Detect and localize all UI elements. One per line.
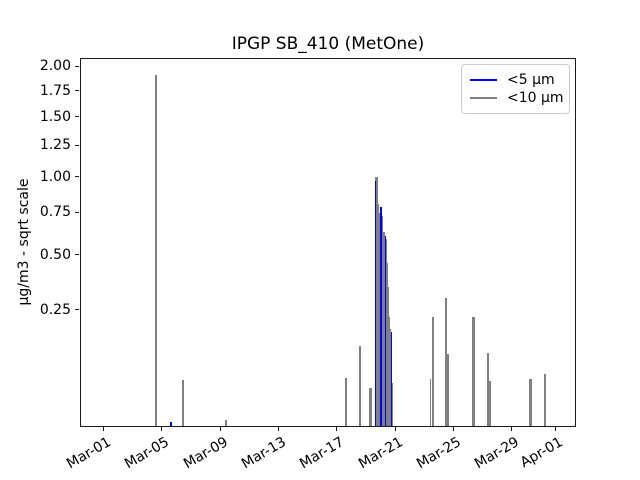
x-axis-tick — [555, 427, 557, 431]
data-spike-under-10um — [388, 329, 391, 426]
y-tick-label: 1.50 — [39, 108, 71, 125]
y-tick-label: 1.75 — [39, 82, 71, 99]
y-axis-tick — [75, 65, 79, 67]
legend-item-under-5um: <5 µm — [470, 71, 561, 89]
data-spike-under-10um — [181, 379, 184, 426]
x-axis-tick — [511, 427, 513, 431]
x-axis-tick — [102, 427, 104, 431]
x-axis-tick — [452, 427, 454, 431]
legend-line-gray-icon — [470, 97, 497, 99]
chart-title: IPGP SB_410 (MetOne) — [231, 34, 425, 54]
legend-label-under-5um: <5 µm — [507, 72, 555, 88]
data-spike-under-10um — [529, 379, 532, 426]
y-axis-tick — [75, 144, 79, 146]
data-spike-under-10um — [387, 317, 390, 426]
plot-area — [80, 58, 576, 427]
x-tick-label: Apr-01 — [518, 434, 567, 472]
y-axis-tick — [75, 116, 79, 118]
legend-item-under-10um: <10 µm — [470, 89, 564, 107]
x-axis-tick — [219, 427, 221, 431]
data-spike-under-10um — [358, 345, 361, 426]
data-spike-under-10um — [369, 387, 372, 426]
x-axis-tick — [161, 427, 163, 431]
y-tick-label: 0.25 — [39, 301, 71, 318]
y-axis-tick — [75, 211, 79, 213]
data-spike-under-5um — [384, 235, 386, 426]
data-spike-under-10um — [386, 286, 389, 426]
y-tick-label: 1.25 — [39, 137, 71, 154]
y-axis-label: µg/m3 - sqrt scale — [16, 178, 32, 306]
data-spike-under-10um — [378, 213, 381, 426]
legend: <5 µm <10 µm — [461, 64, 570, 114]
data-spike-under-10um — [154, 74, 158, 426]
x-tick-label: Mar-01 — [63, 434, 114, 473]
x-tick-label: Mar-17 — [297, 434, 348, 473]
data-spike-under-10um — [389, 357, 392, 426]
data-spike-under-10um — [472, 317, 475, 426]
data-spike-under-10um — [375, 177, 378, 426]
data-spike-under-10um — [543, 374, 547, 426]
data-spike-under-10um — [385, 263, 388, 426]
data-spike-under-10um — [444, 297, 448, 426]
data-spike-under-10um — [377, 203, 380, 426]
data-spike-under-10um — [447, 353, 449, 426]
x-tick-label: Mar-29 — [472, 434, 523, 473]
data-spike-under-10um — [382, 232, 385, 426]
y-tick-label: 0.50 — [39, 246, 71, 263]
data-spike-under-10um — [487, 353, 490, 426]
data-spike-under-10um — [224, 419, 227, 426]
x-axis-tick — [394, 427, 396, 431]
x-tick-label: Mar-13 — [238, 434, 289, 473]
data-spike-under-10um — [489, 380, 491, 426]
data-spike-under-10um — [383, 235, 386, 426]
y-axis-tick — [75, 176, 79, 178]
y-axis-tick — [75, 309, 79, 311]
data-spike-under-10um — [381, 235, 384, 426]
y-tick-label: 2.00 — [39, 58, 71, 75]
data-spike-under-10um — [376, 179, 379, 426]
data-spike-under-10um — [345, 378, 348, 426]
legend-line-blue-icon — [470, 79, 497, 81]
data-spike-under-5um — [374, 181, 377, 426]
data-spike-under-10um — [429, 379, 432, 426]
data-spike-under-10um — [431, 317, 435, 426]
x-axis-tick — [336, 427, 338, 431]
legend-label-under-10um: <10 µm — [507, 90, 564, 106]
data-spike-under-5um — [170, 421, 172, 426]
data-spike-under-5um — [391, 332, 393, 426]
x-tick-label: Mar-09 — [180, 434, 231, 473]
y-axis-tick — [75, 90, 79, 92]
x-tick-label: Mar-05 — [122, 434, 173, 473]
x-tick-label: Mar-25 — [414, 434, 464, 473]
data-spike-under-5um — [380, 206, 382, 426]
x-axis-tick — [277, 427, 279, 431]
x-tick-label: Mar-21 — [355, 434, 406, 473]
y-axis-tick — [75, 254, 79, 256]
y-tick-label: 0.75 — [39, 204, 71, 221]
y-tick-label: 1.00 — [39, 168, 71, 185]
